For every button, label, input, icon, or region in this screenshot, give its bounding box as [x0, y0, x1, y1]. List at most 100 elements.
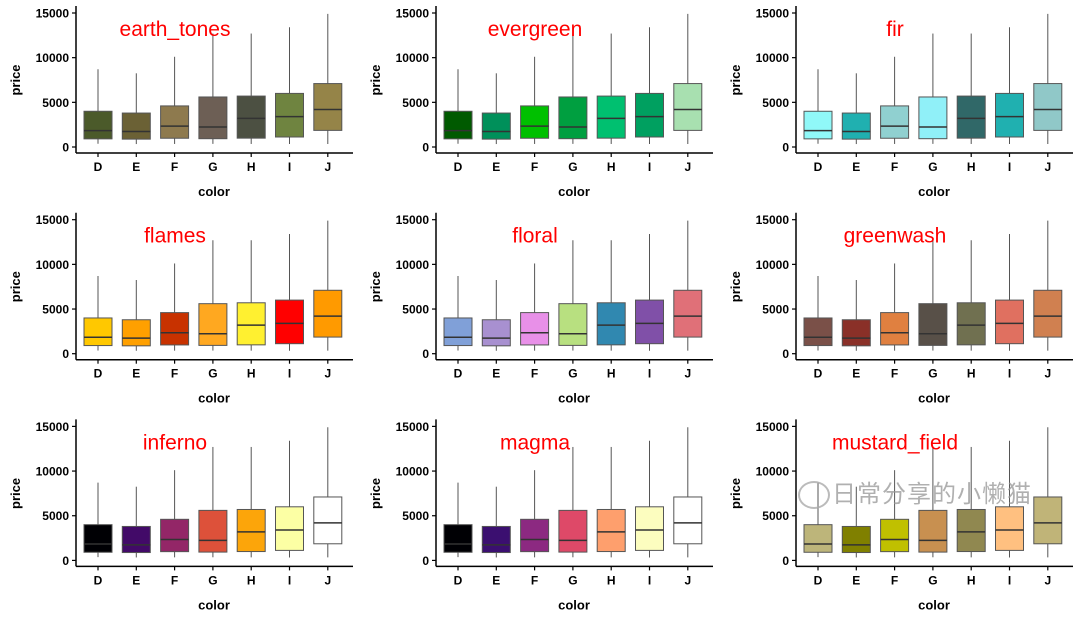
x-tick-label: H [967, 573, 976, 587]
box-G [198, 509, 228, 553]
box-J [313, 496, 343, 545]
y-tick-label: 5000 [402, 96, 429, 110]
x-tick-label: J [1044, 367, 1051, 381]
box-E [841, 319, 871, 347]
box-H [596, 302, 626, 346]
box-G [558, 96, 588, 140]
box-D [443, 524, 473, 553]
box-D [803, 110, 833, 140]
y-axis-label: price [8, 478, 23, 509]
y-tick-label: 15000 [396, 420, 430, 434]
x-tick-label: G [928, 367, 937, 381]
y-tick-label: 5000 [762, 303, 789, 317]
panel-title: mustard_field [832, 431, 958, 454]
x-tick-label: F [531, 367, 538, 381]
y-tick-label: 5000 [402, 509, 429, 523]
x-tick-label: J [684, 160, 691, 174]
y-tick-label: 5000 [42, 509, 69, 523]
x-tick-label: H [967, 160, 976, 174]
box-G [918, 96, 948, 140]
x-axis-label: color [918, 184, 950, 199]
box-I [635, 299, 664, 345]
panel-earth_tones: 0 5000 10000 15000 price color D E F G H I Jearth_to… [8, 6, 353, 199]
y-tick-label: 5000 [42, 96, 69, 110]
x-tick-label: J [324, 160, 331, 174]
box-I [995, 92, 1024, 138]
box-J [313, 83, 343, 131]
x-tick-label: F [531, 573, 538, 587]
x-tick-label: F [891, 573, 898, 587]
panel-title: floral [512, 225, 558, 248]
watermark: 日常分享的小懒猫 [832, 480, 1032, 508]
box-J [673, 496, 703, 545]
y-tick-label: 10000 [396, 465, 430, 479]
box-D [803, 524, 833, 553]
panel-greenwash: 0 5000 10000 15000 price color D E F G H I Jgreenwas… [728, 212, 1073, 406]
y-axis-label: price [8, 271, 23, 302]
x-tick-label: J [1044, 160, 1051, 174]
y-axis-label: price [728, 64, 743, 95]
x-tick-label: I [288, 573, 291, 587]
x-tick-label: D [814, 573, 823, 587]
x-tick-label: I [648, 367, 651, 381]
box-E [841, 112, 871, 140]
x-tick-label: I [648, 160, 651, 174]
y-tick-label: 10000 [756, 51, 790, 65]
x-axis-label: color [918, 597, 950, 612]
box-H [956, 95, 986, 139]
x-tick-label: J [684, 367, 691, 381]
box-H [596, 508, 626, 553]
y-tick-label: 0 [422, 347, 429, 361]
x-tick-label: H [247, 160, 256, 174]
x-tick-label: E [492, 160, 500, 174]
x-axis-label: color [198, 597, 230, 612]
x-axis-label: color [198, 184, 230, 199]
x-tick-label: I [1008, 160, 1011, 174]
x-tick-label: H [247, 573, 256, 587]
x-tick-label: E [132, 367, 140, 381]
x-tick-label: F [171, 573, 178, 587]
box-F [880, 312, 910, 346]
x-tick-label: E [132, 160, 140, 174]
x-tick-label: J [324, 367, 331, 381]
box-G [918, 509, 948, 553]
box-F [520, 518, 550, 553]
x-tick-label: E [852, 367, 860, 381]
box-I [635, 92, 664, 138]
box-D [803, 317, 833, 347]
box-F [880, 518, 910, 553]
box-J [673, 289, 703, 338]
x-tick-label: D [814, 367, 823, 381]
x-tick-label: G [568, 160, 577, 174]
y-axis-label: price [8, 64, 23, 95]
x-tick-label: G [208, 160, 217, 174]
box-J [1033, 289, 1063, 338]
box-D [83, 317, 113, 347]
y-axis-label: price [368, 64, 383, 95]
x-tick-label: D [94, 160, 103, 174]
y-tick-label: 10000 [756, 258, 790, 272]
x-tick-label: F [891, 367, 898, 381]
y-tick-label: 10000 [396, 51, 430, 65]
y-tick-label: 0 [782, 554, 789, 568]
box-E [121, 525, 151, 554]
box-F [160, 312, 190, 346]
y-tick-label: 0 [62, 347, 69, 361]
y-tick-label: 0 [782, 141, 789, 155]
y-tick-label: 0 [62, 141, 69, 155]
box-E [841, 525, 871, 554]
x-tick-label: I [648, 573, 651, 587]
y-tick-label: 10000 [36, 51, 70, 65]
x-axis-label: color [558, 597, 590, 612]
box-E [121, 319, 151, 347]
box-I [275, 92, 304, 138]
x-tick-label: D [94, 367, 103, 381]
y-tick-label: 15000 [36, 213, 70, 227]
box-J [313, 289, 343, 338]
box-H [236, 95, 266, 139]
box-F [880, 105, 910, 139]
